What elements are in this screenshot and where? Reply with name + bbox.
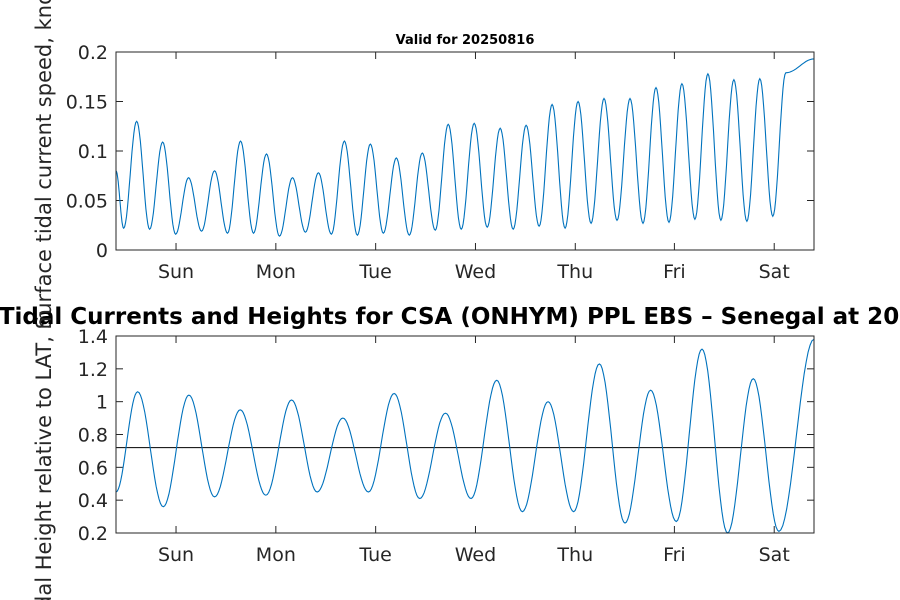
height-x-tick-label: Wed [455, 544, 496, 566]
current-chart-title: Valid for 20250816 [396, 33, 535, 48]
height-axes-box [115, 335, 815, 534]
tidal-height-panel: 0.2 0.4 0.6 0.8 1 1.2 1.4 Sun Mon Tue Wed Thu Fri Sa… [32, 309, 815, 600]
current-y-tick-label: 0 [96, 240, 108, 262]
height-x-tick-label: Thu [556, 544, 593, 566]
current-y-tick-labels: 0 0.05 0.1 0.15 0.2 [66, 42, 108, 262]
current-axes-box [115, 51, 815, 251]
height-x-tick-label: Sun [158, 544, 194, 566]
current-x-tick-label: Mon [256, 261, 296, 283]
height-y-tick-label: 0.4 [78, 490, 108, 512]
current-y-axis-label: Surface tidal current speed, knots [32, 0, 56, 329]
current-x-tick-label: Sat [759, 261, 790, 283]
current-ticks [116, 51, 814, 251]
current-x-tick-labels: Sun Mon Tue Wed Thu Fri Sat [158, 261, 790, 283]
current-y-tick-label: 0.15 [66, 92, 108, 114]
current-x-tick-label: Tue [358, 261, 391, 283]
height-y-tick-labels: 0.2 0.4 0.6 0.8 1 1.2 1.4 [78, 326, 108, 545]
height-y-tick-label: 1.4 [78, 326, 108, 348]
height-x-tick-labels: Sun Mon Tue Wed Thu Fri Sat [158, 544, 790, 566]
current-plot-area [116, 52, 814, 250]
current-y-tick-label: 0.1 [78, 141, 108, 163]
height-y-tick-label: 0.2 [78, 523, 108, 545]
height-x-tick-label: Sat [759, 544, 790, 566]
height-plot-area [116, 336, 814, 533]
height-x-tick-label: Tue [358, 544, 391, 566]
current-x-tick-label: Fri [663, 261, 686, 283]
height-y-tick-label: 0.6 [78, 457, 108, 479]
current-x-tick-label: Wed [455, 261, 496, 283]
current-x-tick-label: Thu [556, 261, 593, 283]
tidal-height-line [115, 338, 815, 534]
height-y-axis-label: Tidal Height relative to LAT, m [32, 309, 56, 600]
figure-suptitle: Tidal Currents and Heights for CSA (ONHY… [0, 304, 900, 330]
current-y-tick-label: 0.05 [66, 191, 108, 213]
current-y-tick-label: 0.2 [78, 42, 108, 64]
height-x-tick-label: Mon [256, 544, 296, 566]
current-speed-panel: Valid for 20250816 0 0.05 0.1 0.15 0.2 Sun Mo… [32, 0, 815, 329]
height-x-tick-label: Fri [663, 544, 686, 566]
height-y-tick-label: 0.8 [78, 425, 108, 447]
height-y-tick-label: 1 [96, 392, 108, 414]
current-speed-line [115, 58, 815, 237]
current-x-tick-label: Sun [158, 261, 194, 283]
height-y-tick-label: 1.2 [78, 359, 108, 381]
